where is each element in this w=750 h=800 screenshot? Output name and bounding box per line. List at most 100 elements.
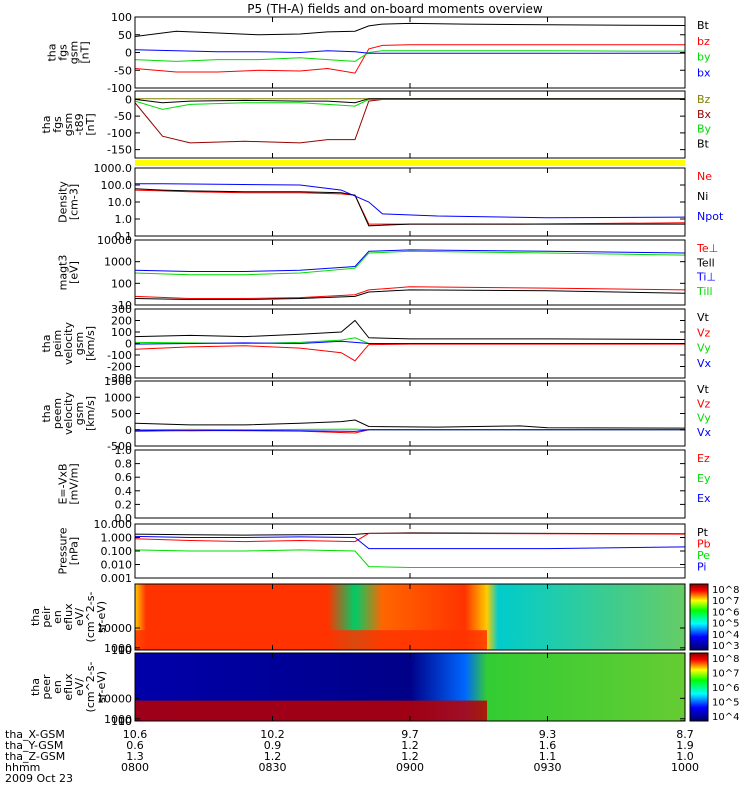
ephemeris-value: 0.9 [264,739,282,752]
ephemeris-value: 1.9 [676,739,694,752]
y-tick-label: -50 [114,64,132,77]
y-tick-label: 10000 [97,234,132,247]
ephemeris-row-label: tha_Z-GSM [5,750,65,763]
y-tick-label: 0 [125,424,132,437]
y-tick-label: -100 [107,82,132,95]
series-line-density-1 [135,188,685,227]
legend-label: Vt [697,383,710,396]
legend-label: bx [697,66,711,79]
y-tick-label: 1500 [104,375,132,388]
y-tick-label: 10.0 [108,196,133,209]
y-tick-label: 100 [111,11,132,24]
y-tick-label: 1000 [104,713,132,726]
date-label: 2009 Oct 23 [5,772,73,785]
ephemeris-value: 1.0 [676,750,694,763]
y-tick-label: 0.4 [115,485,133,498]
spectrogram-low-energy-band [135,630,487,650]
colorbar-tick-label: 10^7 [712,596,739,607]
panel-frame [134,16,686,89]
series-line-temp-3 [135,250,685,276]
figure-title: P5 (TH-A) fields and on-board moments ov… [247,2,543,16]
series-line-peim_vel-3 [135,340,685,345]
y-tick-label: 0 [125,338,132,351]
y-tick-label: 10 [118,715,132,728]
legend-label: Ex [697,492,711,505]
y-tick-label: -100 [107,349,132,362]
y-axis-label: E=-VxB[mV/m] [57,463,81,504]
y-tick-label: 100 [111,326,132,339]
ephemeris-value: 0800 [121,761,149,774]
series-line-fgs_t89-2 [135,98,685,110]
y-tick-label: 100.0 [101,179,133,192]
y-tick-label: 10 [118,299,132,312]
y-axis-label: thafgsgsm[nT] [46,41,92,64]
ephemeris-value: 0.6 [126,739,144,752]
y-tick-label: -500 [107,440,132,453]
ephemeris-value: 9.7 [401,728,419,741]
y-tick-label: -200 [107,361,132,374]
legend-label: Vx [697,426,712,439]
legend-label: Bt [697,19,710,32]
y-tick-label: 1000 [104,642,132,655]
legend-label: Ni [697,190,708,203]
ephemeris-row-label: tha_X-GSM [5,728,65,741]
y-tick-label: 0.001 [101,572,133,585]
legend-label: Pi [697,561,706,574]
ephemeris-value: 1000 [671,761,699,774]
ephemeris-value: 8.7 [676,728,694,741]
ephemeris-value: 1.3 [126,750,144,763]
panel-frame [134,380,686,447]
legend-label: Vt [697,311,710,324]
y-tick-label: -150 [107,144,132,157]
ephemeris-value: 0830 [259,761,287,774]
y-axis-label: thapeimvelocitygsm[km/s] [40,322,97,365]
y-tick-label: 50 [118,29,132,42]
colorbar-tick-label: 10^5 [712,698,739,709]
colorbar-tick-label: 10^7 [712,669,739,680]
series-line-density-0 [135,189,685,225]
series-line-pressure-3 [135,535,685,550]
colorbar-tick-label: 10^8 [712,654,739,665]
legend-label: Vy [697,412,711,425]
y-tick-label: 0.100 [101,545,133,558]
y-tick-label: 1000 [104,256,132,269]
ephemeris-value: 10.6 [123,728,148,741]
y-tick-label: 100 [111,644,132,657]
legend-label: Ez [697,452,710,465]
ephemeris-value: 1.2 [401,739,419,752]
y-tick-label: 0.0 [115,512,133,525]
y-tick-label: 100 [111,715,132,728]
series-line-pressure-1 [135,532,685,543]
y-tick-label: 0 [125,93,132,106]
spectrogram-low-energy-band [135,700,487,721]
colorbar-tick-label: 10^3 [712,641,739,652]
y-tick-label: 500 [111,408,132,421]
panel-efield: Ez Ey Ex 1.00.80.60.40.20.0 E=-VxB[mV/m] [57,444,711,525]
ephemeris-value: 1.1 [539,750,557,763]
ephemeris-value: 0930 [534,761,562,774]
panel-density: Ne Ni Npot 1000.0 100.0 10.0 1.0 0.1 Density[cm-… [57,162,724,243]
ephemeris-value: 1.6 [539,739,557,752]
series-line-peim_vel-0 [135,319,685,340]
series-line-fgs-2 [135,50,685,62]
colorbar-tick-label: 10^6 [712,683,739,694]
panel-frame [134,449,686,519]
series-line-temp-2 [135,249,685,272]
colorbar-tick-label: 10^8 [712,585,739,596]
series-line-pressure-2 [135,549,685,568]
ephemeris-row-label: tha_Y-GSM [5,739,63,752]
y-axis-label: thapeerenefluxeV/(cm^2-s-sr-eV) [29,662,108,713]
y-tick-label: 0.2 [115,498,133,511]
series-line-peem_vel-0 [135,419,685,429]
spectrogram-separator-band [135,160,685,166]
legend-label: Bt [697,137,710,150]
y-axis-label: thapeemvelocitygsm[km/s] [40,392,97,435]
y-axis-label: magt3[eV] [57,255,81,291]
legend-label: By [697,123,712,136]
series-line-fgs_t89-1 [135,98,685,144]
legend-label: Pb [697,538,711,551]
ephemeris-value: 1.2 [264,750,282,763]
y-tick-label: 10000 [97,622,132,635]
